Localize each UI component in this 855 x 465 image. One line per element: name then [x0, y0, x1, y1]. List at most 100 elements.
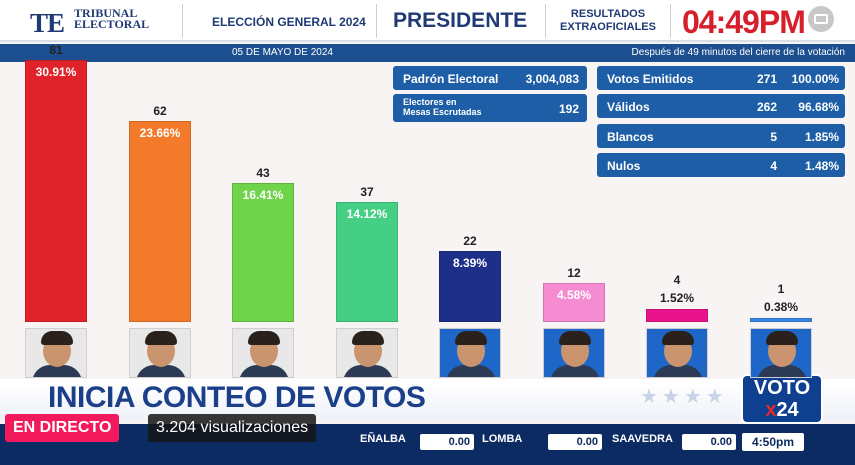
bar-percent-label: 1.52% [659, 291, 695, 305]
bar-percent-label: 30.91% [35, 65, 77, 79]
bar-value-label: 22 [463, 234, 477, 248]
bar [439, 251, 501, 322]
blancos-label: Blancos [607, 130, 654, 144]
bar [336, 202, 398, 322]
candidate-photo [750, 328, 812, 378]
nulos-value: 4 [770, 159, 777, 173]
ticker-item-value: 0.00 [420, 434, 474, 450]
candidate-photo [232, 328, 294, 378]
ticker-time: 4:50pm [742, 433, 804, 451]
bar-value-label: 12 [567, 266, 581, 280]
nulos-percent: 1.48% [804, 159, 839, 173]
header-divider [182, 4, 183, 38]
voto24-logo-line2: x24 [743, 400, 821, 420]
candidate-photo-hair [145, 331, 177, 345]
results-type-line1: RESULTADOS [570, 8, 646, 20]
candidate-photo-hair [455, 331, 487, 345]
padron-label: Padrón Electoral [403, 72, 499, 86]
clock: 04:49PM [682, 4, 806, 40]
blancos-box: Blancos 5 1.85% [597, 124, 845, 148]
emitidos-label: Votos Emitidos [607, 72, 694, 86]
ticker-item-name: SAAVEDRA [612, 433, 673, 445]
bar-value-label: 37 [360, 185, 374, 199]
header-divider [545, 4, 546, 38]
ticker-item-value: 0.00 [548, 434, 602, 450]
header-divider [670, 4, 671, 38]
candidate-photo [646, 328, 708, 378]
validos-box: Válidos 262 96.68% [597, 94, 845, 118]
blancos-percent: 1.85% [804, 130, 839, 144]
electores-label: Electores en Mesas Escrutadas [403, 97, 482, 117]
voto24-logo-line1: VOTO [753, 377, 811, 399]
bar [646, 309, 708, 322]
bar [232, 183, 294, 322]
results-header: TE TRIBUNAL ELECTORAL ELECCIÓN GENERAL 2… [0, 0, 855, 42]
election-title: ELECCIÓN GENERAL 2024 [212, 15, 366, 29]
bar-value-label: 4 [673, 273, 681, 287]
nulos-label: Nulos [607, 159, 641, 173]
bar-value-label: 43 [256, 166, 270, 180]
validos-value: 262 [756, 100, 777, 114]
candidate-photo-body [32, 365, 82, 377]
candidate-photo-body [239, 365, 289, 377]
candidate-photo [336, 328, 398, 378]
results-type-line2: EXTRAOFICIALES [560, 21, 656, 33]
validos-percent: 96.68% [798, 100, 839, 114]
office-title: PRESIDENTE [393, 9, 528, 32]
results-type: RESULTADOS EXTRAOFICIALES [553, 8, 663, 34]
padron-box: Padrón Electoral 3,004,083 [393, 66, 587, 90]
blancos-value: 5 [770, 130, 777, 144]
bar-value-label: 1 [777, 282, 785, 296]
cast-button[interactable] [808, 6, 834, 32]
candidate-photo [543, 328, 605, 378]
candidate-photo-body [550, 365, 600, 377]
stars-decoration: ★★★★ [640, 386, 728, 408]
date-bar: 05 DE MAYO DE 2024 Después de 49 minutos… [0, 44, 855, 62]
bar-percent-label: 23.66% [139, 126, 181, 140]
ticker-item-value: 0.00 [682, 434, 736, 450]
voto24-logo: VOTO x24 [741, 374, 823, 424]
voto24-logo-number: 24 [776, 399, 799, 421]
candidate-photo-hair [41, 331, 73, 345]
election-date: 05 DE MAYO DE 2024 [232, 47, 333, 58]
candidate-photo [439, 328, 501, 378]
candidate-photo [129, 328, 191, 378]
bar [750, 318, 812, 322]
candidate-photo-hair [662, 331, 694, 345]
header-divider [376, 4, 377, 38]
live-badge[interactable]: EN DIRECTO [5, 414, 120, 442]
candidate-photo-hair [352, 331, 384, 345]
tribunal-name: TRIBUNAL ELECTORAL [74, 6, 150, 31]
view-count: 3.204 visualizaciones [148, 414, 317, 442]
bar-percent-label: 8.39% [452, 256, 488, 270]
candidate-photo-body [136, 365, 186, 377]
tribunal-logo: TE [30, 8, 65, 38]
cast-icon [814, 14, 828, 24]
candidate-photo-body [757, 365, 807, 377]
electores-value: 192 [558, 102, 579, 116]
candidate-photo-hair [766, 331, 798, 345]
electores-box: Electores en Mesas Escrutadas 192 [393, 94, 587, 122]
bar-value-label: 62 [153, 104, 167, 118]
headline-banner [0, 379, 855, 421]
ticker-item-name: LOMBA [482, 433, 523, 445]
emitidos-box: Votos Emitidos 271 100.00% [597, 66, 845, 90]
electores-label-line2: Mesas Escrutadas [403, 107, 482, 117]
voto24-logo-x: x [765, 399, 777, 421]
bar-percent-label: 0.38% [763, 300, 799, 314]
candidate-photo-body [343, 365, 393, 377]
bar-percent-label: 16.41% [242, 188, 284, 202]
headline-text: INICIA CONTEO DE VOTOS [48, 381, 426, 414]
padron-value: 3,004,083 [525, 72, 579, 86]
candidate-photo-body [653, 365, 703, 377]
bar [543, 283, 605, 322]
bar [25, 60, 87, 322]
bar [129, 121, 191, 322]
candidate-photo-hair [559, 331, 591, 345]
tribunal-name-line1: TRIBUNAL [74, 6, 138, 20]
bar-value-label: 81 [49, 43, 63, 57]
elapsed-note: Después de 49 minutos del cierre de la v… [631, 47, 845, 58]
tribunal-name-line2: ELECTORAL [74, 17, 150, 31]
nulos-box: Nulos 4 1.48% [597, 153, 845, 177]
